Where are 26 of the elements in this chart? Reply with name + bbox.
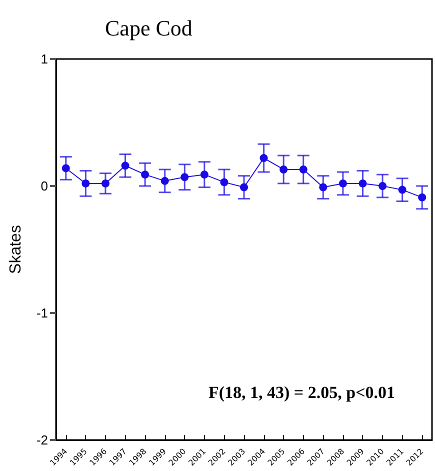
annotation: F(18, 1, 43) = 2.05, p<0.01	[208, 383, 396, 402]
point	[141, 170, 150, 179]
point	[319, 183, 328, 192]
y-tick-label: -2	[36, 432, 48, 448]
point	[62, 164, 70, 172]
y-tick-label: 0	[40, 178, 48, 194]
point	[418, 193, 426, 202]
y-axis-title: Skates	[8, 225, 24, 274]
point	[280, 165, 288, 174]
point	[398, 186, 406, 194]
y-tick-label: 1	[40, 52, 48, 66]
point	[200, 170, 208, 179]
point	[240, 183, 248, 192]
point	[121, 162, 130, 170]
point	[82, 179, 90, 188]
point	[358, 179, 367, 188]
point	[220, 178, 228, 186]
point	[160, 176, 169, 185]
point	[338, 179, 347, 188]
point	[299, 165, 308, 174]
point	[180, 173, 189, 182]
point	[260, 154, 268, 162]
point	[101, 179, 110, 188]
point	[378, 182, 387, 190]
chart-title: Cape Cod	[105, 16, 192, 40]
y-tick-label: -1	[36, 306, 48, 320]
